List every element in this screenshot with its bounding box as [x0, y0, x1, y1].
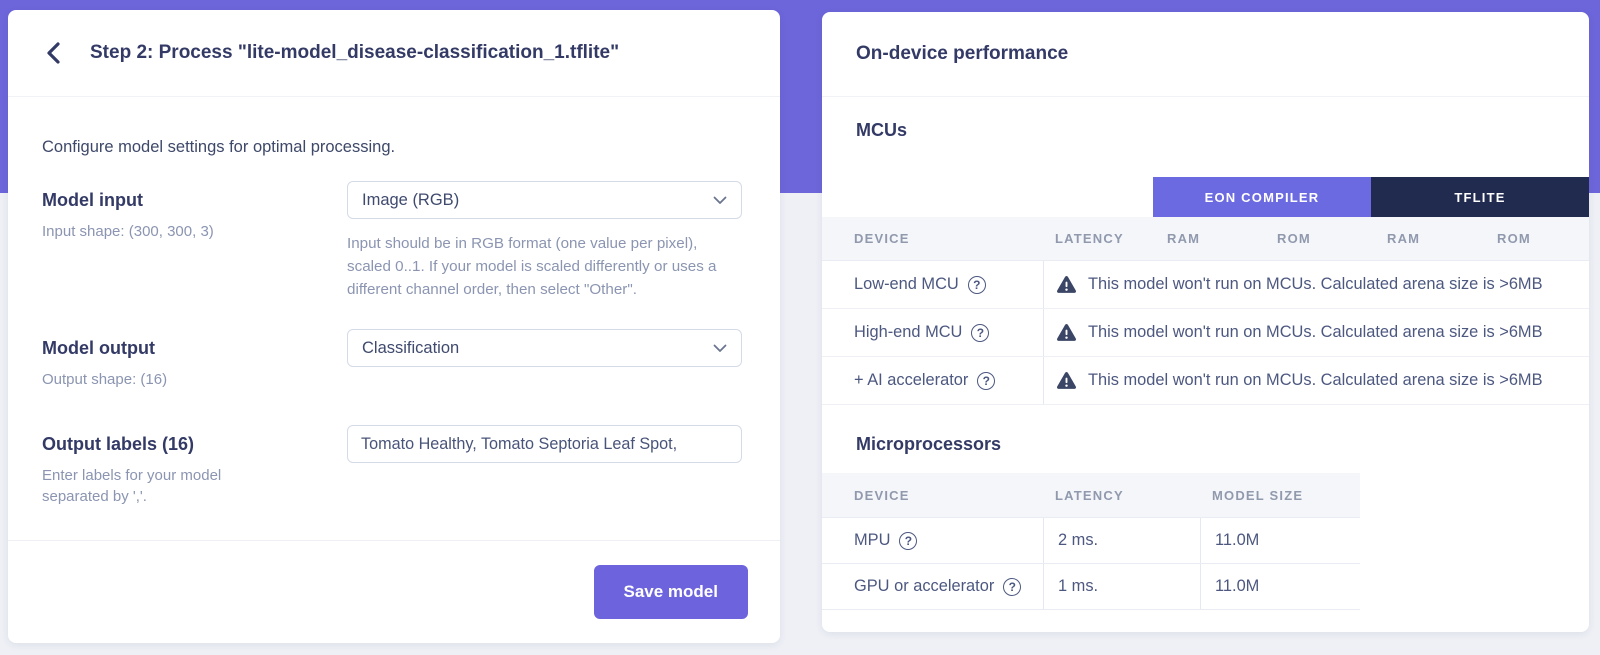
- device-cell: High-end MCU ?: [822, 309, 1043, 356]
- device-name: High-end MCU: [854, 323, 963, 341]
- model-size-cell: 11.0M: [1200, 518, 1360, 563]
- model-output-meta: Model output Output shape: (16): [42, 329, 347, 390]
- microprocessors-heading: Microprocessors: [856, 434, 1002, 454]
- latency-cell: 2 ms.: [1043, 518, 1200, 563]
- help-icon[interactable]: ?: [971, 323, 990, 342]
- warning-message: This model won't run on MCUs. Calculated…: [1088, 371, 1543, 389]
- col-device: DEVICE: [854, 487, 910, 503]
- table-row-mpu: MPU ? 2 ms. 11.0M: [822, 518, 1360, 564]
- help-icon[interactable]: ?: [977, 371, 996, 390]
- model-input-label: Model input: [42, 190, 143, 210]
- chevron-down-icon: [713, 344, 727, 352]
- save-model-button[interactable]: Save model: [593, 565, 748, 619]
- device-cell: GPU or accelerator ?: [822, 564, 1043, 609]
- col-ram-eon: RAM: [1167, 231, 1201, 246]
- on-device-performance-card: On-device performance MCUs EON COMPILER …: [822, 12, 1589, 632]
- performance-header: On-device performance: [822, 12, 1589, 97]
- col-latency: LATENCY: [1055, 231, 1124, 246]
- mcus-heading: MCUs: [856, 120, 908, 140]
- help-icon[interactable]: ?: [967, 275, 986, 294]
- warning-cell: This model won't run on MCUs. Calculated…: [1043, 261, 1589, 308]
- process-model-card: Step 2: Process "lite-model_disease-clas…: [8, 10, 780, 643]
- model-input-control: Image (RGB) Input should be in RGB forma…: [347, 181, 742, 301]
- warning-icon: [1056, 371, 1077, 390]
- model-output-label: Model output: [42, 338, 155, 358]
- col-device: DEVICE: [854, 231, 910, 246]
- col-rom-eon: ROM: [1277, 231, 1311, 246]
- mcu-table-header: DEVICE LATENCY RAM ROM RAM ROM: [822, 217, 1589, 261]
- model-input-select[interactable]: Image (RGB): [347, 181, 742, 219]
- device-cell: MPU ?: [822, 518, 1043, 563]
- output-labels-row: Output labels (16) Enter labels for your…: [42, 425, 742, 507]
- table-row-high-end-mcu: High-end MCU ? This model won't run on M…: [822, 309, 1589, 357]
- help-icon[interactable]: ?: [899, 531, 918, 550]
- form-body: Configure model settings for optimal pro…: [8, 97, 780, 507]
- page-title: Step 2: Process "lite-model_disease-clas…: [90, 42, 620, 63]
- device-name: MPU: [854, 531, 891, 549]
- warning-cell: This model won't run on MCUs. Calculated…: [1043, 309, 1589, 356]
- device-cell: Low-end MCU ?: [822, 261, 1043, 308]
- warning-icon: [1056, 275, 1077, 294]
- device-name: GPU or accelerator: [854, 577, 995, 595]
- warning-message: This model won't run on MCUs. Calculated…: [1088, 275, 1543, 293]
- intro-text: Configure model settings for optimal pro…: [42, 138, 396, 156]
- model-output-shape: Output shape: (16): [42, 371, 168, 388]
- warning-cell: This model won't run on MCUs. Calculated…: [1043, 357, 1589, 404]
- table-row-ai-accelerator: + AI accelerator ? This model won't run …: [822, 357, 1589, 405]
- chevron-left-icon: [47, 42, 60, 64]
- model-input-meta: Model input Input shape: (300, 300, 3): [42, 181, 347, 301]
- performance-title: On-device performance: [856, 43, 1069, 64]
- model-input-help: Input should be in RGB format (one value…: [347, 235, 717, 298]
- tab-tflite[interactable]: TFLITE: [1371, 177, 1589, 217]
- table-row-low-end-mcu: Low-end MCU ? This model won't run on MC…: [822, 261, 1589, 309]
- model-input-select-value: Image (RGB): [362, 190, 460, 209]
- card-header: Step 2: Process "lite-model_disease-clas…: [8, 10, 780, 97]
- model-output-select[interactable]: Classification: [347, 329, 742, 367]
- output-labels-label: Output labels (16): [42, 434, 195, 454]
- output-labels-hint: Enter labels for your model separated by…: [42, 467, 222, 505]
- warning-icon: [1056, 323, 1077, 342]
- mp-table-header: DEVICE LATENCY MODEL SIZE: [822, 473, 1360, 518]
- model-output-select-value: Classification: [362, 338, 460, 357]
- col-model-size: MODEL SIZE: [1212, 487, 1304, 503]
- device-name: Low-end MCU: [854, 275, 959, 293]
- model-output-control: Classification: [347, 329, 742, 390]
- col-ram-tflite: RAM: [1387, 231, 1421, 246]
- output-labels-meta: Output labels (16) Enter labels for your…: [42, 425, 347, 507]
- chevron-down-icon: [713, 196, 727, 204]
- warning-message: This model won't run on MCUs. Calculated…: [1088, 323, 1543, 341]
- latency-cell: 1 ms.: [1043, 564, 1200, 609]
- model-size-cell: 11.0M: [1200, 564, 1360, 609]
- back-button[interactable]: [42, 42, 64, 64]
- model-input-row: Model input Input shape: (300, 300, 3) I…: [42, 181, 742, 301]
- table-row-gpu: GPU or accelerator ? 1 ms. 11.0M: [822, 564, 1360, 610]
- output-labels-control: [347, 425, 742, 507]
- compiler-tabs: EON COMPILER TFLITE: [822, 177, 1589, 217]
- device-name: + AI accelerator: [854, 371, 969, 389]
- card-footer: Save model: [8, 540, 780, 643]
- help-icon[interactable]: ?: [1003, 577, 1022, 596]
- col-rom-tflite: ROM: [1497, 231, 1531, 246]
- device-cell: + AI accelerator ?: [822, 357, 1043, 404]
- model-input-shape: Input shape: (300, 300, 3): [42, 223, 214, 240]
- microprocessors-table: DEVICE LATENCY MODEL SIZE MPU ? 2 ms. 11…: [822, 473, 1360, 610]
- tab-eon-compiler[interactable]: EON COMPILER: [1153, 177, 1371, 217]
- col-latency: LATENCY: [1055, 487, 1124, 503]
- output-labels-input[interactable]: [347, 425, 742, 463]
- model-output-row: Model output Output shape: (16) Classifi…: [42, 329, 742, 390]
